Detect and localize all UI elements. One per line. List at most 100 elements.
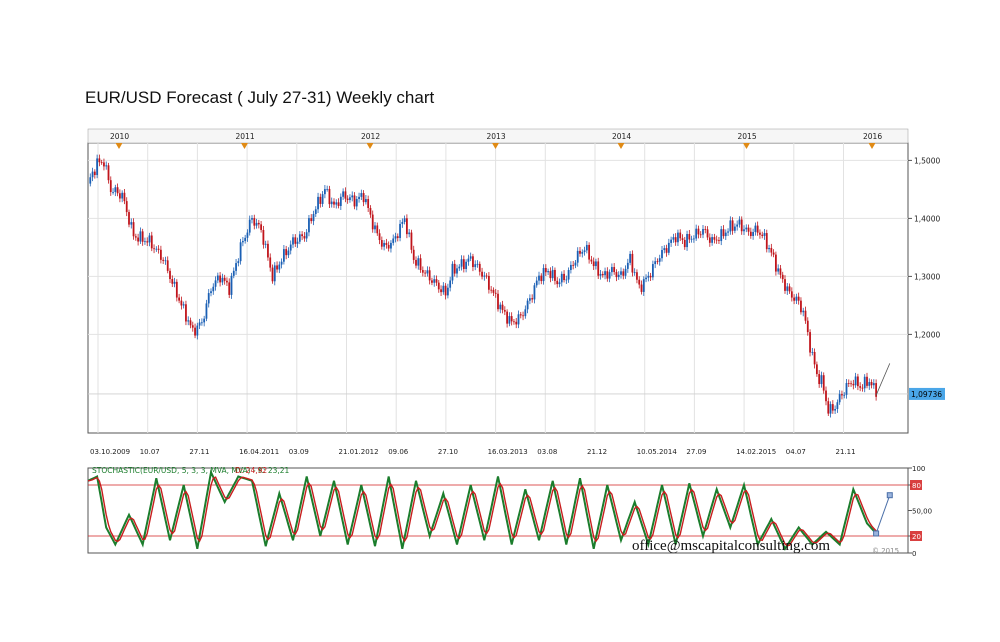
- candle-body: [109, 180, 112, 193]
- date-tick-label: 21.11: [836, 448, 856, 456]
- candle-body: [574, 262, 577, 266]
- candle-body: [585, 244, 588, 251]
- candle-body: [118, 193, 121, 199]
- chart-title: EUR/USD Forecast ( July 27-31) Weekly ch…: [85, 88, 435, 107]
- candle-body: [310, 218, 313, 222]
- candle-body: [405, 218, 408, 235]
- candle-body: [683, 239, 686, 248]
- stochastic-d-label: D: 24,92: [235, 466, 267, 475]
- candle-body: [424, 272, 427, 274]
- candle-body: [121, 192, 124, 199]
- candle-body: [674, 237, 677, 243]
- candle-body: [335, 202, 338, 205]
- candle-body: [207, 293, 210, 304]
- candle-body: [695, 228, 698, 239]
- candle-body: [292, 237, 294, 245]
- candle-body: [841, 394, 843, 396]
- candle-body: [360, 193, 363, 197]
- candle-body: [323, 189, 326, 195]
- candle-body: [497, 293, 499, 310]
- candle-body: [472, 256, 474, 268]
- candle-body: [419, 258, 422, 271]
- candle-body: [257, 222, 260, 225]
- candle-body: [818, 374, 821, 385]
- candle-body: [831, 404, 834, 411]
- price-tick-label: 1,3000: [914, 272, 940, 281]
- stochastic-title: STOCHASTIC(EUR/USD, 5, 3, 3, MVA, MVA) -…: [92, 466, 290, 475]
- candle-body: [485, 275, 488, 277]
- candle-body: [768, 247, 770, 250]
- year-markers: 2010 2011 2012 2013 2014 2015 2016: [110, 132, 882, 149]
- candle-body: [144, 241, 146, 243]
- candle-body: [476, 263, 479, 265]
- price-panel: [87, 142, 909, 434]
- candle-body: [246, 232, 249, 238]
- candle-body: [469, 256, 472, 259]
- candle-body: [551, 269, 554, 279]
- candle-body: [465, 261, 468, 270]
- candle-body: [811, 351, 814, 353]
- candle-body: [583, 250, 586, 252]
- candle-body: [856, 376, 859, 387]
- candle-body: [850, 383, 852, 385]
- candle-body: [752, 231, 755, 237]
- candle-body: [241, 241, 244, 243]
- candle-body: [146, 241, 149, 243]
- candle-body: [522, 315, 524, 317]
- stochastic-tick-label: 100: [912, 465, 925, 473]
- candle-body: [547, 271, 550, 273]
- price-forecast-line: [875, 363, 891, 396]
- candle-body: [786, 286, 789, 291]
- candle-body: [358, 196, 360, 200]
- candle-body: [415, 259, 417, 266]
- candle-body: [800, 300, 802, 313]
- candle-body: [613, 267, 616, 273]
- candle-body: [597, 261, 600, 276]
- year-label: 2014: [612, 132, 631, 141]
- candle-body: [308, 218, 310, 233]
- candle-body: [560, 273, 563, 283]
- candle-body: [349, 197, 351, 201]
- stochastic-level-box: [910, 480, 922, 490]
- candle-body: [305, 232, 308, 239]
- candle-body: [540, 275, 543, 282]
- candle-body: [212, 286, 215, 292]
- stochastic-tick-label: 0: [912, 550, 916, 558]
- last-price-label: 1,09736: [911, 390, 942, 399]
- date-tick-label: 10.05.2014: [637, 448, 678, 456]
- candle-body: [467, 258, 470, 262]
- stochastic-level-box: [910, 531, 922, 541]
- candle-body: [677, 232, 679, 243]
- candle-body: [565, 279, 568, 281]
- candle-body: [774, 254, 777, 272]
- candle-body: [98, 158, 101, 163]
- candle-body: [604, 271, 606, 276]
- candle-body: [501, 304, 504, 311]
- candle-body: [125, 201, 128, 213]
- year-marker: [492, 143, 499, 149]
- candle-body: [631, 253, 634, 273]
- price-forecast: [875, 363, 891, 396]
- candle-body: [790, 291, 793, 298]
- candle-body: [793, 297, 796, 301]
- candle-body: [829, 404, 832, 414]
- candle-body: [116, 187, 119, 194]
- date-tick-label: 10.07: [140, 448, 160, 456]
- candle-body: [692, 238, 695, 240]
- candle-body: [148, 235, 151, 243]
- candle-body: [173, 281, 176, 284]
- candle-body: [321, 194, 324, 204]
- candle-body: [506, 311, 509, 324]
- candle-body: [330, 201, 333, 205]
- candle-body: [599, 273, 602, 276]
- copyright: © 2015: [872, 547, 899, 555]
- year-marker: [743, 143, 750, 149]
- candle-body: [672, 237, 675, 240]
- candle-body: [353, 195, 356, 207]
- candle-body: [852, 383, 855, 386]
- candle-body: [260, 224, 263, 230]
- stochastic-axis: 100 80 50,00 20 0: [908, 465, 932, 558]
- price-tick-label: 1,5000: [914, 156, 940, 165]
- candle-body: [617, 274, 620, 278]
